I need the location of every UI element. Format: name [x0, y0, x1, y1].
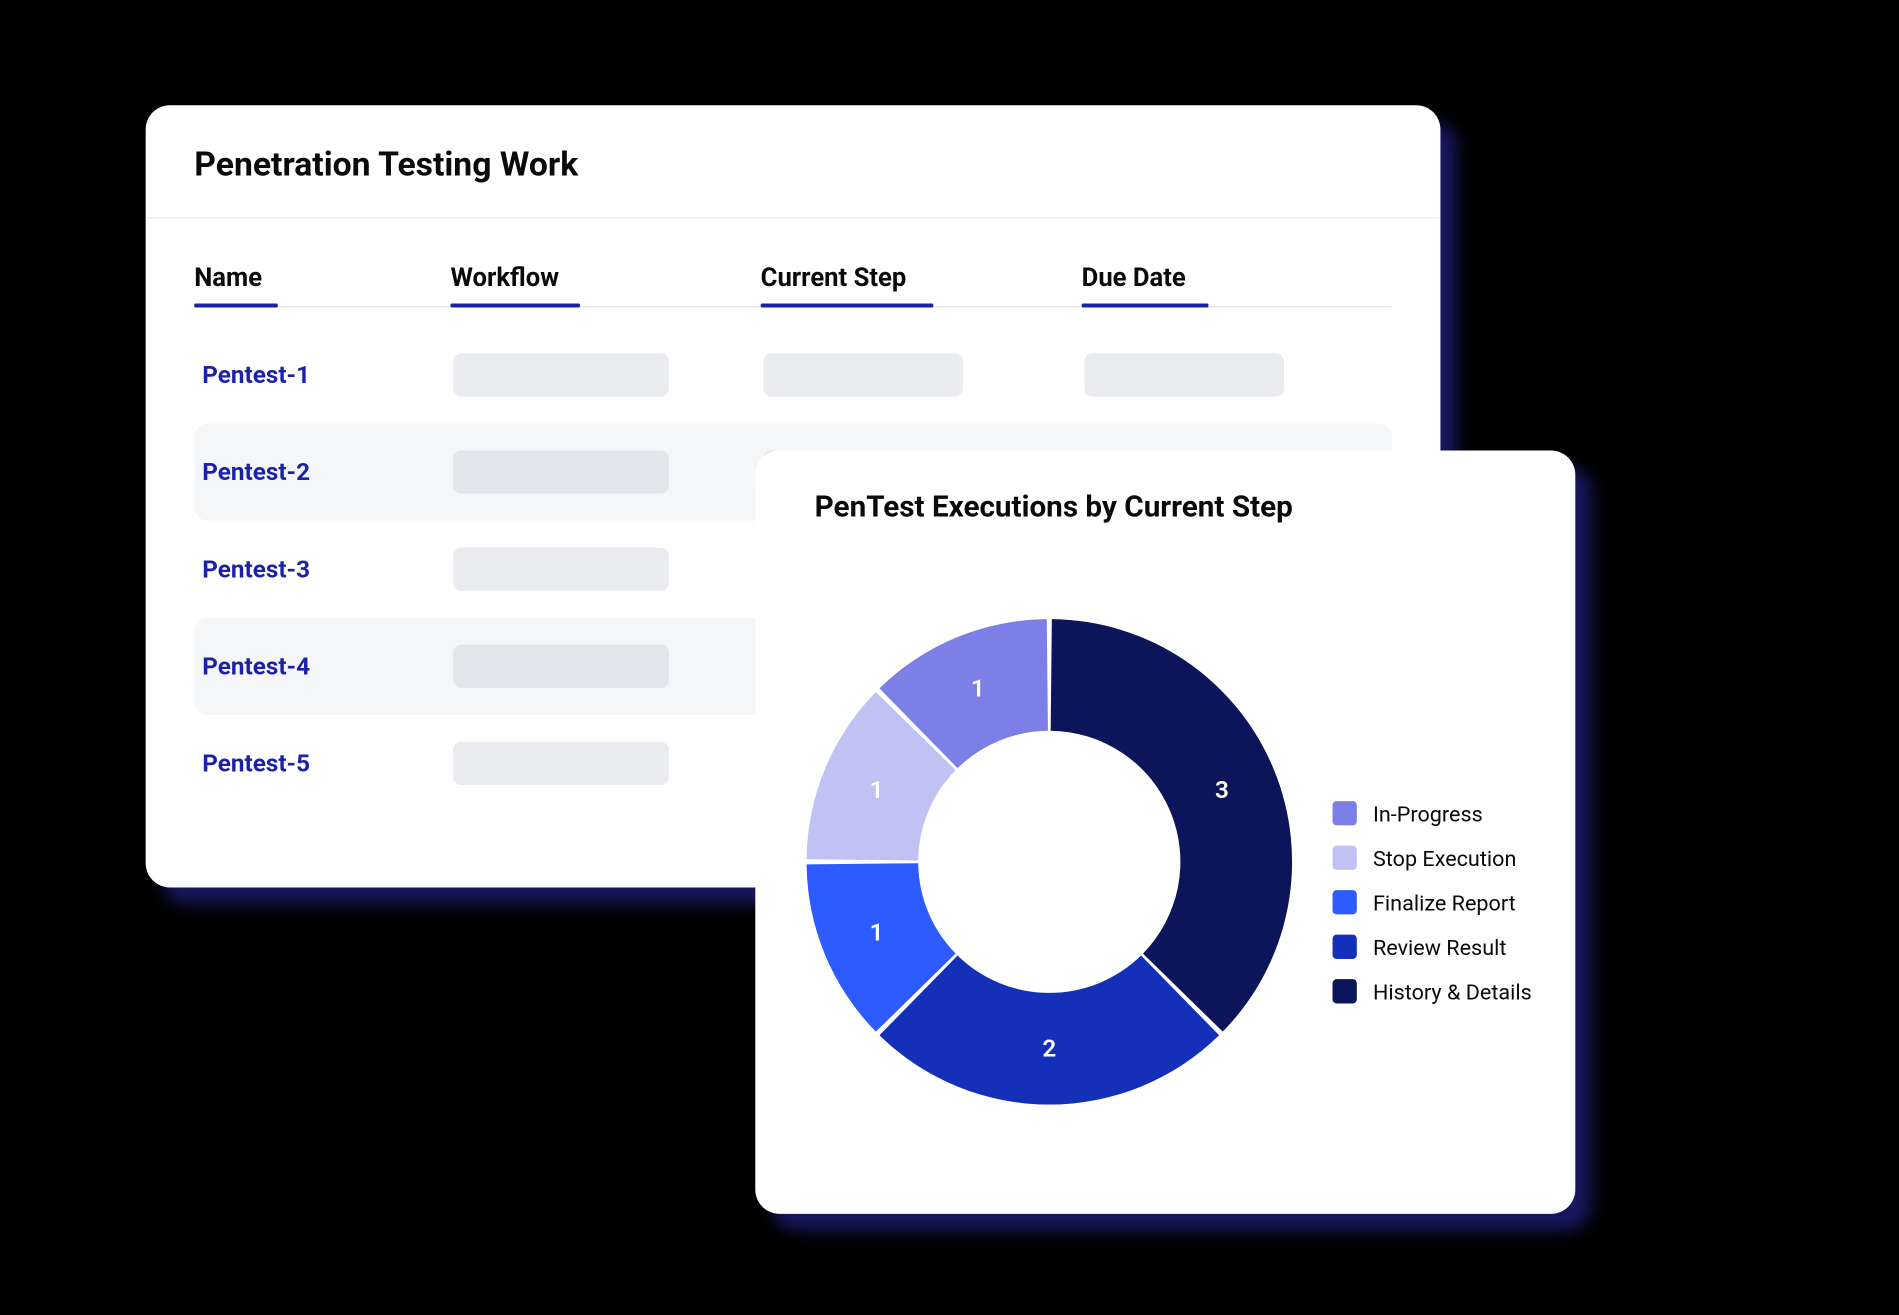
placeholder [453, 353, 669, 396]
col-header-workflow-underline [450, 303, 579, 307]
row-workflow-cell [453, 450, 763, 493]
row-name-link[interactable]: Pentest-3 [197, 555, 453, 583]
donut-slice[interactable] [1051, 619, 1292, 1032]
placeholder [763, 353, 963, 396]
col-header-current-step-label: Current Step [761, 262, 907, 293]
placeholder [453, 450, 669, 493]
col-header-workflow-label: Workflow [450, 262, 559, 293]
row-name-link[interactable]: Pentest-2 [197, 458, 453, 486]
row-workflow-cell [453, 353, 763, 396]
placeholder [1084, 353, 1284, 396]
table-row[interactable]: Pentest-1 [194, 326, 1392, 423]
legend-swatch [1333, 846, 1357, 870]
legend-label: In-Progress [1373, 800, 1483, 826]
legend-swatch [1333, 979, 1357, 1003]
legend-item[interactable]: In-Progress [1333, 800, 1532, 826]
legend-label: Finalize Report [1373, 889, 1516, 915]
col-header-workflow[interactable]: Workflow [450, 262, 760, 307]
legend-swatch [1333, 801, 1357, 825]
chart-legend: In-Progress Stop Execution Finalize Report… [1333, 720, 1532, 1005]
col-header-current-step[interactable]: Current Step [761, 262, 1082, 307]
col-header-name-underline [194, 303, 278, 307]
row-name-link[interactable]: Pentest-5 [197, 749, 453, 777]
legend-item[interactable]: Finalize Report [1333, 889, 1532, 915]
col-header-name[interactable]: Name [194, 262, 450, 307]
legend-label: Review Result [1373, 934, 1506, 960]
placeholder [453, 548, 669, 591]
row-name-link[interactable]: Pentest-4 [197, 652, 453, 680]
row-step-cell [763, 353, 1084, 396]
placeholder [453, 742, 669, 785]
legend-swatch [1333, 890, 1357, 914]
legend-item[interactable]: History & Details [1333, 978, 1532, 1004]
pentest-chart-card: PenTest Executions by Current Step 32111… [755, 450, 1575, 1213]
table-header-row: Name Workflow Current Step Due Date [194, 254, 1392, 308]
col-header-due-date-label: Due Date [1082, 262, 1186, 293]
row-workflow-cell [453, 548, 763, 591]
legend-item[interactable]: Stop Execution [1333, 845, 1532, 871]
row-workflow-cell [453, 645, 763, 688]
col-header-name-label: Name [194, 262, 262, 293]
donut-chart: 32111 [807, 619, 1293, 1105]
col-header-current-step-underline [761, 303, 934, 307]
legend-label: History & Details [1373, 978, 1532, 1004]
table-title: Penetration Testing Work [194, 146, 1392, 185]
legend-swatch [1333, 935, 1357, 959]
row-name-link[interactable]: Pentest-1 [197, 361, 453, 389]
chart-title: PenTest Executions by Current Step [796, 491, 1535, 525]
legend-label: Stop Execution [1373, 845, 1516, 871]
placeholder [453, 645, 669, 688]
legend-item[interactable]: Review Result [1333, 934, 1532, 960]
row-due-cell [1084, 353, 1354, 396]
col-header-due-date-underline [1082, 303, 1209, 307]
row-workflow-cell [453, 742, 763, 785]
col-header-due-date[interactable]: Due Date [1082, 262, 1352, 307]
